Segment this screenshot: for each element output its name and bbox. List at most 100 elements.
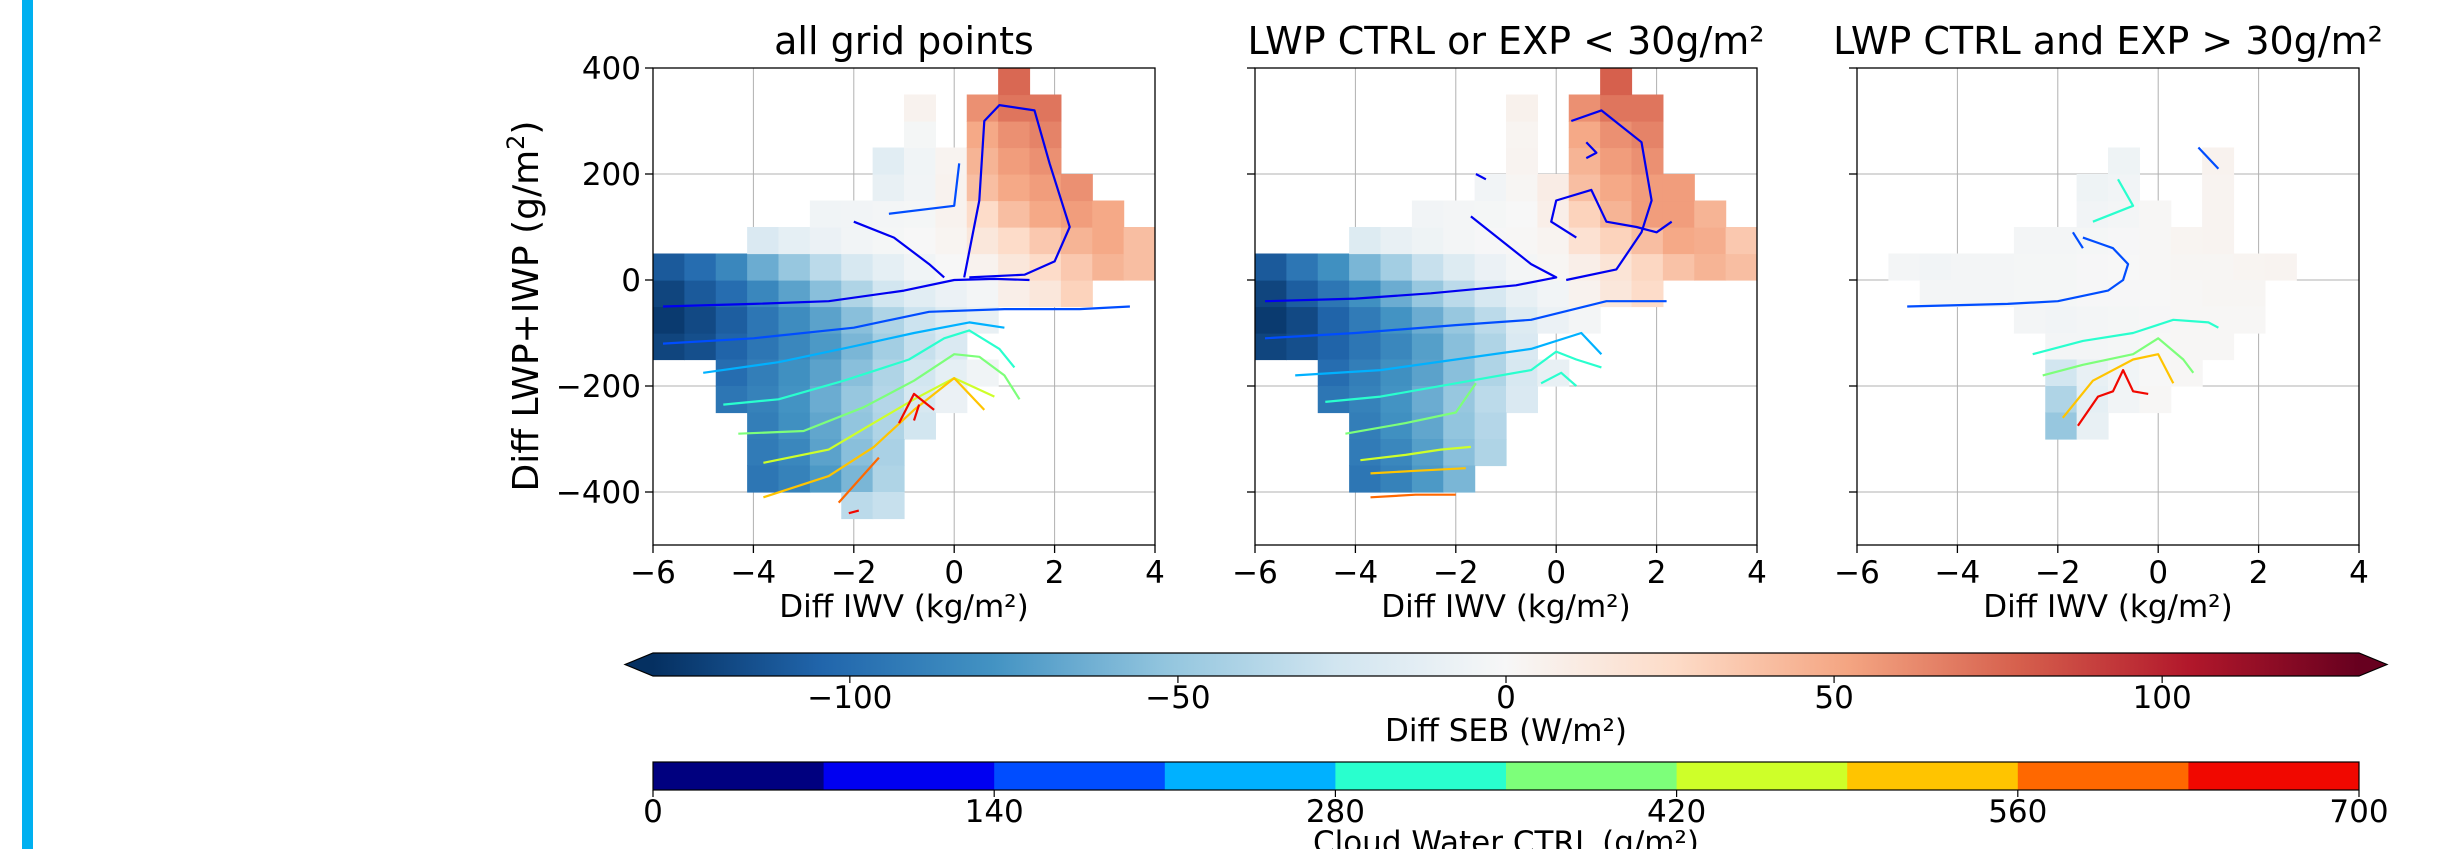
colorbar-cloud-water-segment (1676, 762, 1848, 790)
heatmap-cell (2045, 280, 2078, 308)
colorbar-cloud-water-segment (653, 762, 825, 790)
heatmap-cell (778, 253, 811, 281)
heatmap-cell (2108, 174, 2140, 202)
contour-line (1264, 215, 1558, 303)
heatmap-cell (1443, 439, 1476, 467)
colorbar-cloud-water-outline (652, 761, 2360, 791)
heatmap-cell (1982, 280, 2015, 308)
heatmap-cell (2233, 306, 2266, 334)
plot-frame (1856, 67, 2360, 546)
heatmap-cell (809, 280, 842, 308)
heatmap-cell (2202, 333, 2235, 361)
heatmap-cell (1411, 306, 1444, 334)
colorbar-seb-tick-label: 50 (1814, 680, 1853, 716)
heatmap-cell (2202, 253, 2235, 281)
heatmap-cell (653, 333, 685, 361)
heatmap-cell (715, 333, 748, 361)
heatmap-cell (1411, 200, 1444, 228)
heatmap-cell (2170, 227, 2203, 255)
heatmap-cell (1631, 94, 1664, 122)
heatmap-cell (715, 253, 748, 281)
heatmap-cell (935, 227, 968, 255)
heatmap-cell (1600, 280, 1633, 308)
heatmap-cell (2045, 306, 2078, 334)
heatmap-cells (1255, 68, 1757, 493)
x-axis-label: Diff IWV (kg/m²) (1983, 589, 2232, 625)
heatmap-cell (1349, 412, 1382, 440)
x-tick-label: −4 (1333, 555, 1379, 591)
heatmap-cell (1568, 200, 1601, 228)
colorbar-cloud-water-tick-label: 420 (1647, 794, 1706, 830)
heatmap-cell (2170, 253, 2203, 281)
heatmap-cell (1600, 227, 1633, 255)
heatmap-cell (1506, 386, 1538, 414)
colorbar-cloud-water-segment (2017, 762, 2189, 790)
heatmap-cell (2076, 412, 2109, 440)
colorbar-cloud-water-segment (1335, 762, 1507, 790)
colorbar-cloud-water-tick-label: 140 (965, 794, 1024, 830)
contour-lines (1907, 146, 2220, 427)
heatmap-cell (1349, 333, 1382, 361)
heatmap-cell (1537, 174, 1570, 202)
colorbar-seb-gradient (653, 653, 2359, 676)
x-tick-label: 4 (1747, 555, 1767, 591)
heatmap-cell (1506, 200, 1538, 228)
heatmap-cell (872, 253, 905, 281)
x-tick-label: 4 (1145, 555, 1165, 591)
heatmap-cell (935, 147, 968, 175)
heatmap-cell (1951, 253, 1984, 281)
x-tick-label: −4 (731, 555, 777, 591)
y-tick-label: −400 (556, 475, 641, 511)
heatmap-cell (1443, 333, 1476, 361)
y-tick-label: 0 (621, 263, 641, 299)
heatmap-cell (2108, 227, 2140, 255)
heatmap-cell (778, 227, 811, 255)
heatmap-cell (747, 306, 780, 334)
heatmap-cell (1411, 333, 1444, 361)
heatmap-cell (872, 200, 905, 228)
contour-line (1370, 467, 1466, 475)
colorbar-cloud-water-segment (1847, 762, 2019, 790)
heatmap-cell (1092, 200, 1125, 228)
contour-lines (662, 103, 1130, 515)
x-tick-label: −2 (831, 555, 877, 591)
heatmap-cell (653, 306, 685, 334)
heatmap-cell (809, 227, 842, 255)
x-axis-label: Diff IWV (kg/m²) (1381, 589, 1630, 625)
heatmap-cell (1411, 253, 1444, 281)
heatmap-cell (1662, 253, 1695, 281)
heatmap-cell (715, 306, 748, 334)
colorbar-cloud-water: 0 140 280 420 560 700 (643, 761, 2389, 830)
panel-1: −6 −4 −2 0 2 4 −400 −200 0 200 400 all grid points D… (556, 19, 1165, 625)
heatmap-cell (966, 359, 999, 387)
heatmap-cell (1568, 227, 1601, 255)
heatmap-cell (2013, 253, 2046, 281)
x-tick-label: −6 (630, 555, 676, 591)
contour-line (738, 353, 1021, 435)
x-axis-label: Diff IWV (kg/m²) (779, 589, 1028, 625)
heatmap-cell (1600, 68, 1633, 96)
colorbar-cloud-water-segment (1164, 762, 1336, 790)
heatmap-cell (1474, 359, 1507, 387)
heatmap-cell (1888, 253, 1921, 281)
y-tick-label: 200 (582, 157, 641, 193)
heatmap-cell (1123, 227, 1155, 255)
heatmap-cell (872, 147, 905, 175)
heatmap-cell (1474, 439, 1507, 467)
x-tick-label: 0 (2148, 555, 2168, 591)
heatmap-cell (998, 174, 1031, 202)
heatmap-cell (1951, 280, 1984, 308)
heatmap-cell (1380, 465, 1413, 493)
colorbar-cloud-water-segment (994, 762, 1166, 790)
heatmap-cell (904, 121, 936, 149)
panel-title: LWP CTRL and EXP > 30g/m² (1833, 19, 2383, 63)
heatmap-cell (1286, 280, 1319, 308)
heatmap-cell (998, 147, 1031, 175)
colorbar-seb: −100 −50 0 50 100 (623, 652, 2389, 716)
heatmap-cell (935, 386, 968, 414)
heatmap-cell (747, 465, 780, 493)
contour-line (1550, 188, 1673, 239)
heatmap-cell (1255, 306, 1287, 334)
colorbar-seb-tick-label: 0 (1496, 680, 1516, 716)
